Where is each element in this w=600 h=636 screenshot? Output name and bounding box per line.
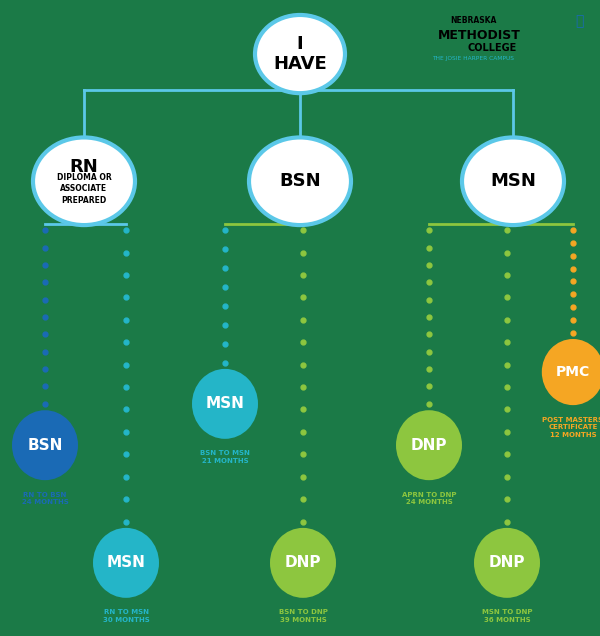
Text: MSN TO DNP
36 MONTHS: MSN TO DNP 36 MONTHS	[482, 609, 532, 623]
Text: APRN TO DNP
24 MONTHS: APRN TO DNP 24 MONTHS	[402, 492, 456, 505]
Text: THE JOSIE HARPER CAMPUS: THE JOSIE HARPER CAMPUS	[432, 56, 514, 61]
Text: BSN TO DNP
39 MONTHS: BSN TO DNP 39 MONTHS	[278, 609, 328, 623]
Text: DIPLOMA OR
ASSOCIATE
PREPARED: DIPLOMA OR ASSOCIATE PREPARED	[56, 172, 112, 205]
Circle shape	[12, 410, 78, 480]
Text: 🕊: 🕊	[575, 14, 583, 28]
Text: BSN TO MSN
21 MONTHS: BSN TO MSN 21 MONTHS	[200, 450, 250, 464]
Text: BSN: BSN	[28, 438, 62, 453]
Text: DNP: DNP	[411, 438, 447, 453]
Text: DNP: DNP	[285, 555, 321, 570]
Text: PMC: PMC	[556, 365, 590, 379]
Ellipse shape	[33, 137, 135, 225]
Text: BSN: BSN	[279, 172, 321, 190]
Text: RN: RN	[70, 158, 98, 176]
Ellipse shape	[249, 137, 351, 225]
Text: RN TO BSN
24 MONTHS: RN TO BSN 24 MONTHS	[22, 492, 68, 505]
Text: DNP: DNP	[489, 555, 525, 570]
Text: POST MASTERS
CERTIFICATE
12 MONTHS: POST MASTERS CERTIFICATE 12 MONTHS	[542, 417, 600, 438]
Ellipse shape	[255, 15, 345, 93]
Text: MSN: MSN	[490, 172, 536, 190]
Text: METHODIST: METHODIST	[438, 29, 521, 41]
Text: MSN: MSN	[107, 555, 145, 570]
Text: MSN: MSN	[206, 396, 244, 411]
Text: RN TO MSN
30 MONTHS: RN TO MSN 30 MONTHS	[103, 609, 149, 623]
Text: COLLEGE: COLLEGE	[468, 43, 517, 53]
Circle shape	[192, 369, 258, 439]
Circle shape	[270, 528, 336, 598]
Circle shape	[542, 339, 600, 405]
Text: NEBRASKA: NEBRASKA	[450, 16, 496, 25]
Circle shape	[396, 410, 462, 480]
Ellipse shape	[462, 137, 564, 225]
Circle shape	[474, 528, 540, 598]
Text: I
HAVE: I HAVE	[273, 34, 327, 74]
Circle shape	[93, 528, 159, 598]
